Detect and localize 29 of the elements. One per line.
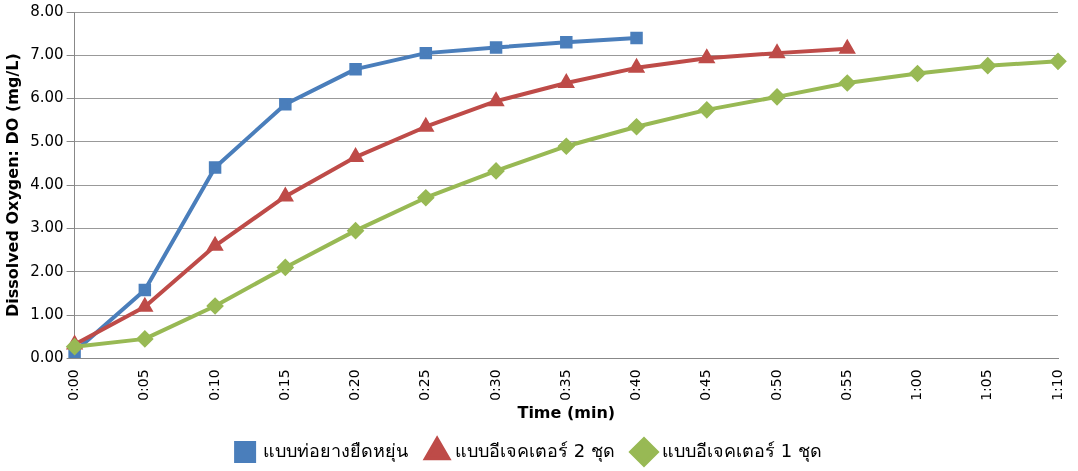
y-tick-label: 5.00: [30, 131, 64, 150]
y-axis-title: Dissolved Oxygen: DO (mg/L): [2, 53, 22, 318]
x-tick-label: 0:15: [275, 369, 292, 401]
x-tick-label: 0:55: [837, 369, 854, 401]
x-tick-label: 0:50: [767, 369, 784, 401]
y-tick-label: 8.00: [30, 1, 64, 20]
x-tick-label: 0:45: [697, 369, 714, 401]
x-tick-label: 0:00: [65, 369, 82, 401]
x-tick-label: 0:10: [205, 369, 222, 401]
legend-label: แบบอีเจคเตอร์ 2 ชุด: [455, 439, 616, 462]
x-tick-label: 1:00: [908, 369, 925, 401]
x-tick-label: 0:35: [556, 369, 573, 401]
x-axis-title: Time (min): [517, 402, 616, 422]
x-tick-label: 1:10: [1048, 369, 1065, 401]
y-tick-label: 7.00: [30, 45, 64, 64]
x-tick-label: 0:30: [486, 369, 503, 401]
x-tick-label: 0:05: [135, 369, 152, 401]
x-tick-label: 0:25: [416, 369, 433, 401]
legend-label: แบบท่อยางยืดหยุ่น: [263, 439, 409, 462]
y-tick-label: 1.00: [30, 304, 64, 323]
x-tick-label: 1:05: [978, 369, 995, 401]
y-tick-label: 0.00: [30, 348, 64, 367]
x-tick-label: 0:40: [627, 369, 644, 401]
y-tick-label: 4.00: [30, 175, 64, 194]
legend-label: แบบอีเจคเตอร์ 1 ชุด: [662, 439, 822, 462]
y-tick-label: 6.00: [30, 88, 64, 107]
y-tick-label: 2.00: [30, 261, 64, 280]
x-tick-label: 0:20: [346, 369, 363, 401]
y-tick-label: 3.00: [30, 218, 64, 237]
